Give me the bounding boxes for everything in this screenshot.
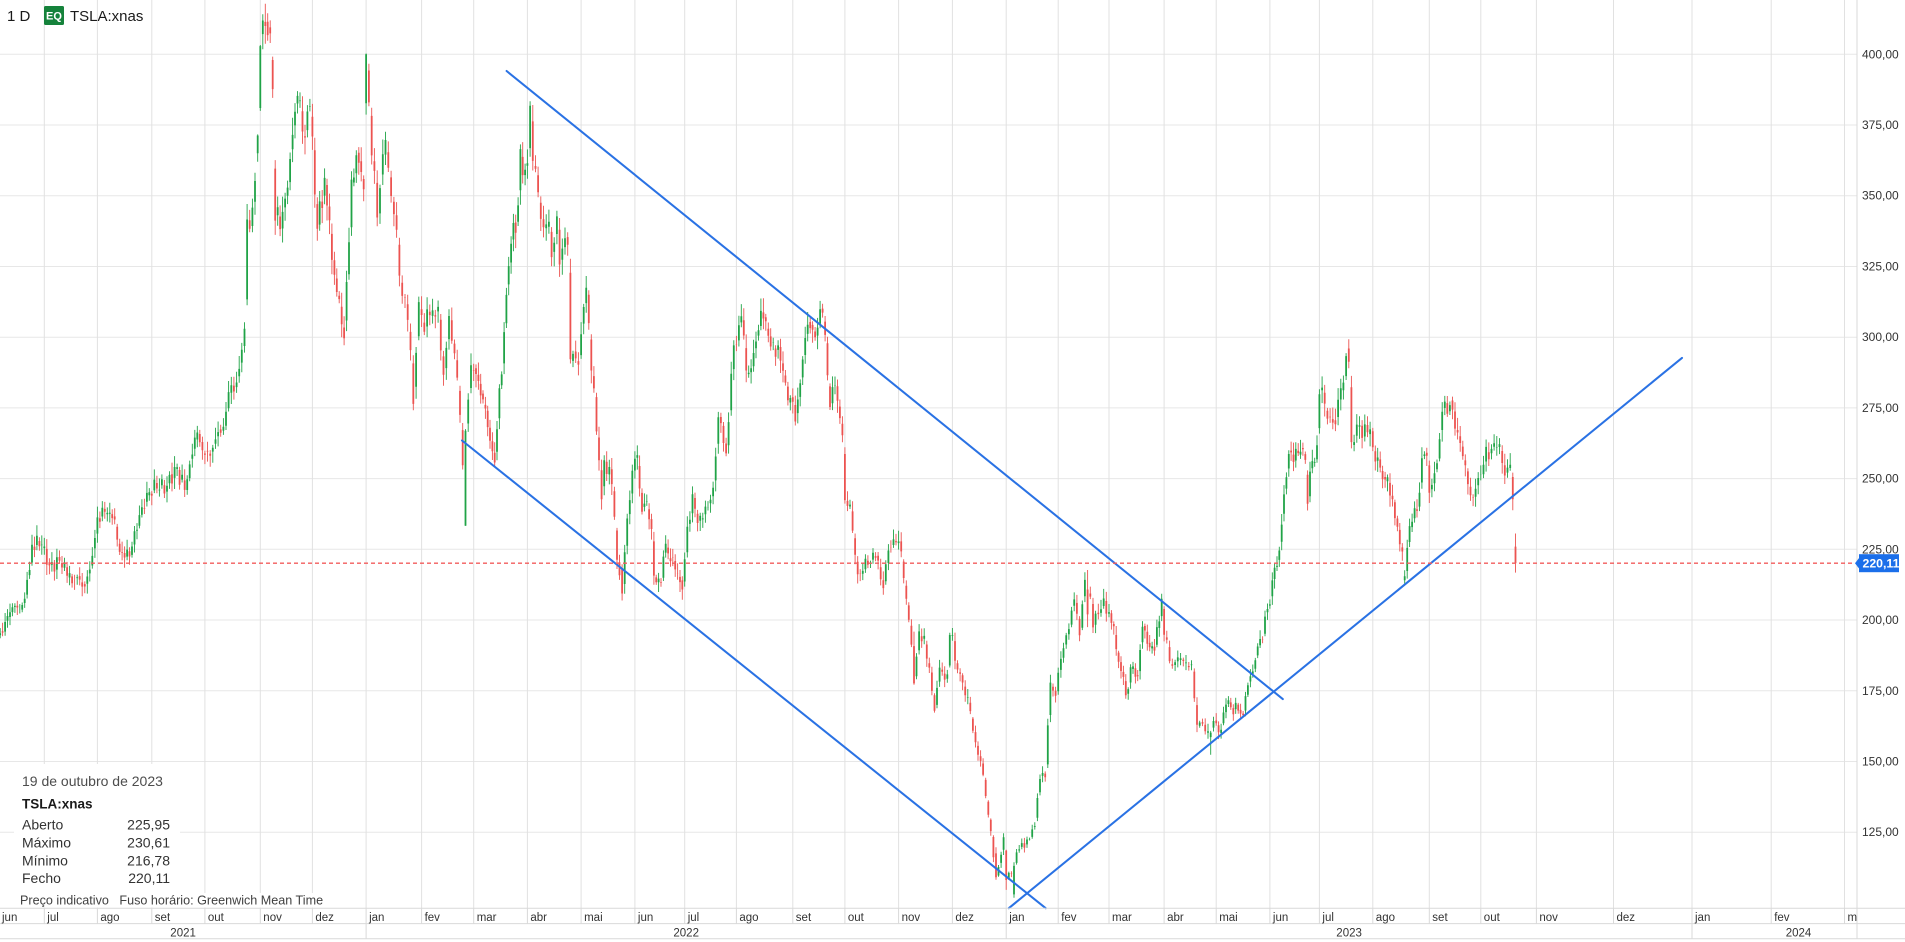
svg-text:jun: jun (637, 912, 653, 924)
svg-text:jan: jan (1008, 912, 1024, 924)
svg-text:Aberto: Aberto (22, 817, 63, 833)
svg-text:225,95: 225,95 (127, 817, 170, 833)
svg-text:TSLA:xnas: TSLA:xnas (22, 797, 93, 812)
svg-text:250,00: 250,00 (1862, 472, 1899, 486)
svg-text:Preço indicativo Fuso horári: Preço indicativo Fuso horário: Greenwich… (20, 894, 323, 908)
svg-text:19 de outubro de 2023: 19 de outubro de 2023 (22, 773, 163, 789)
svg-text:200,00: 200,00 (1862, 613, 1899, 627)
svg-text:225,00: 225,00 (1862, 542, 1899, 556)
svg-text:dez: dez (315, 912, 334, 924)
svg-text:mar: mar (1848, 912, 1868, 924)
svg-text:ago: ago (1376, 912, 1395, 924)
svg-text:out: out (848, 912, 865, 924)
svg-text:TSLA:xnas: TSLA:xnas (70, 8, 143, 25)
svg-text:Mínimo: Mínimo (22, 853, 68, 869)
svg-text:abr: abr (530, 912, 547, 924)
svg-text:set: set (1432, 912, 1448, 924)
svg-text:nov: nov (1539, 912, 1558, 924)
svg-text:150,00: 150,00 (1862, 755, 1899, 769)
svg-text:Máximo: Máximo (22, 835, 71, 851)
svg-text:fev: fev (1061, 912, 1077, 924)
svg-text:fev: fev (425, 912, 441, 924)
svg-text:220,11: 220,11 (1863, 556, 1900, 570)
svg-text:ago: ago (739, 912, 758, 924)
svg-text:mar: mar (477, 912, 497, 924)
svg-text:300,00: 300,00 (1862, 330, 1899, 344)
svg-text:EQ: EQ (46, 11, 62, 23)
svg-text:325,00: 325,00 (1862, 260, 1899, 274)
svg-text:jul: jul (687, 912, 700, 924)
svg-text:nov: nov (263, 912, 282, 924)
svg-text:jul: jul (1321, 912, 1334, 924)
svg-text:mai: mai (1219, 912, 1238, 924)
svg-text:jan: jan (1694, 912, 1710, 924)
svg-text:Fecho: Fecho (22, 870, 61, 886)
svg-text:dez: dez (955, 912, 974, 924)
svg-text:out: out (1484, 912, 1501, 924)
svg-text:275,00: 275,00 (1862, 401, 1899, 415)
svg-text:jun: jun (1, 912, 17, 924)
svg-text:400,00: 400,00 (1862, 47, 1899, 61)
svg-text:jun: jun (1272, 912, 1288, 924)
svg-text:375,00: 375,00 (1862, 118, 1899, 132)
svg-text:350,00: 350,00 (1862, 189, 1899, 203)
svg-text:set: set (796, 912, 812, 924)
svg-text:220,11: 220,11 (128, 870, 170, 886)
svg-text:dez: dez (1617, 912, 1636, 924)
svg-text:nov: nov (902, 912, 921, 924)
svg-text:2023: 2023 (1336, 927, 1362, 939)
svg-text:mai: mai (584, 912, 603, 924)
svg-text:set: set (155, 912, 171, 924)
svg-text:fev: fev (1774, 912, 1790, 924)
svg-text:230,61: 230,61 (127, 835, 170, 851)
svg-text:125,00: 125,00 (1862, 825, 1899, 839)
svg-text:216,78: 216,78 (127, 853, 170, 869)
svg-text:ago: ago (100, 912, 119, 924)
svg-text:abr: abr (1167, 912, 1184, 924)
svg-text:2024: 2024 (1786, 927, 1812, 939)
svg-text:2022: 2022 (673, 927, 699, 939)
svg-text:175,00: 175,00 (1862, 684, 1899, 698)
svg-text:2021: 2021 (170, 927, 196, 939)
svg-text:out: out (208, 912, 225, 924)
svg-text:jan: jan (368, 912, 384, 924)
svg-text:1 D: 1 D (7, 8, 31, 25)
svg-text:jul: jul (46, 912, 59, 924)
svg-text:mar: mar (1112, 912, 1132, 924)
